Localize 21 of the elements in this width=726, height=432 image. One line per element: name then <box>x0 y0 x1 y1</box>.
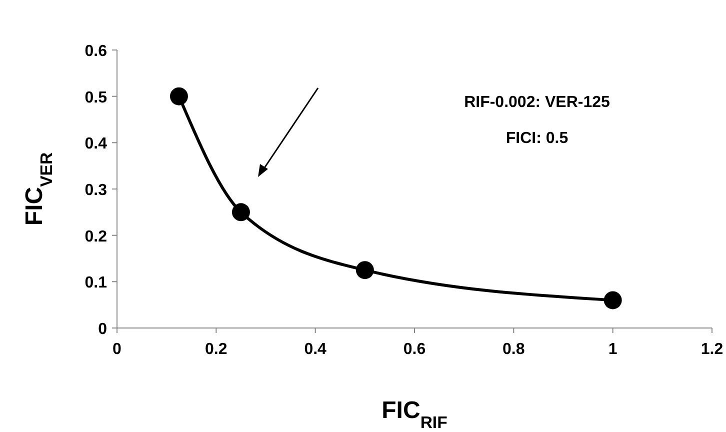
point <box>232 203 250 222</box>
y-tick-label: 0.1 <box>84 274 108 292</box>
y-tick-label: 0 <box>98 321 108 338</box>
point <box>604 291 622 310</box>
x-tick-label: 0.8 <box>502 341 525 358</box>
x-axis-title: FIC$_{RIF}$ <box>382 397 448 432</box>
x-tick-label: 1 <box>608 341 618 358</box>
y-tick-label: 0.4 <box>84 136 108 153</box>
y-tick-label: 0.5 <box>84 89 108 106</box>
point <box>170 87 188 106</box>
x-tick-label: 0 <box>112 341 122 358</box>
annotation: FICI: 0.5 <box>506 130 568 147</box>
annotation: RIF-0.002: VER-125 <box>464 94 610 111</box>
y-tick-label: 0.2 <box>84 228 108 246</box>
x-tick-label: 0.2 <box>205 341 228 358</box>
point <box>356 261 374 280</box>
x-tick-label: 1.2 <box>700 341 724 358</box>
y-tick-label: 0.3 <box>84 182 108 199</box>
x-tick-label: 0.6 <box>403 341 426 358</box>
x-tick-label: 0.4 <box>304 341 327 358</box>
y-tick-label: 0.6 <box>84 43 108 60</box>
